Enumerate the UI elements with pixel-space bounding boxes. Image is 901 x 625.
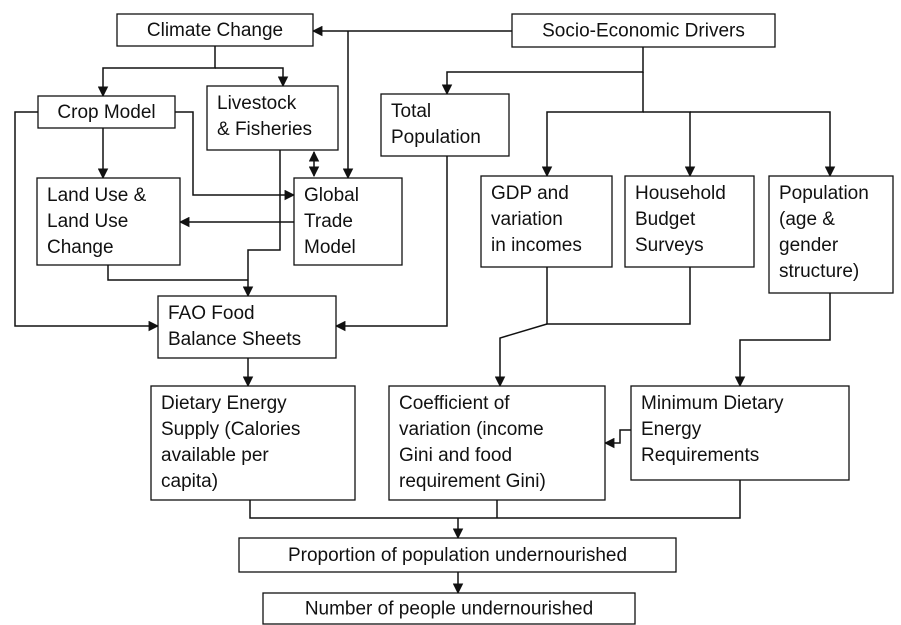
node-label: structure) — [779, 261, 859, 282]
connector — [14, 111, 160, 332]
node-box — [768, 175, 894, 294]
node-label: Model — [304, 237, 356, 258]
node-label: Supply (Calories — [161, 419, 300, 440]
node-label: Balance Sheets — [168, 329, 301, 350]
node-label: Gini and food — [399, 445, 512, 466]
node-label: Land Use & — [47, 185, 147, 206]
node: FAO Food Balance Sheets — [157, 295, 337, 359]
node-label: gender — [779, 235, 839, 256]
node: Dietary Energy Supply (Calories available … — [150, 385, 356, 501]
node-box — [630, 385, 850, 481]
connector — [175, 111, 296, 201]
node: Land Use & Land Use Change — [36, 177, 181, 266]
node: GDP and variation in incomes — [480, 175, 613, 268]
connector — [334, 156, 448, 332]
node-box — [293, 177, 403, 266]
connector — [734, 293, 831, 388]
node-box — [36, 177, 181, 266]
node: Coefficient of variation (income Gini and … — [388, 385, 606, 501]
connector — [107, 265, 248, 281]
node-label: Socio-Economic Drivers — [542, 21, 745, 42]
node-label: Requirements — [641, 445, 759, 466]
node-box — [624, 175, 755, 268]
connector — [97, 46, 216, 98]
node-label: Livestock — [217, 93, 297, 114]
node: Crop Model — [37, 95, 176, 129]
node-label: Global — [304, 185, 359, 206]
node-box — [157, 295, 337, 359]
node: Population (age & gender structure) — [768, 175, 894, 294]
node: Socio-Economic Drivers — [511, 13, 776, 48]
node-label: variation — [491, 209, 563, 230]
connector — [603, 429, 631, 449]
node-label: in incomes — [491, 235, 582, 256]
node-box — [480, 175, 613, 268]
node-label: Climate Change — [147, 20, 283, 41]
node-label: Population — [391, 127, 481, 148]
connector — [249, 480, 741, 519]
node-label: variation (income — [399, 419, 544, 440]
node-label: requirement Gini) — [399, 471, 546, 492]
node-box — [511, 13, 776, 48]
connector — [643, 111, 696, 178]
node-label: Energy — [641, 419, 702, 440]
node-label: Household — [635, 183, 726, 204]
connector — [441, 47, 644, 96]
node-label: available per — [161, 445, 269, 466]
node-box — [388, 385, 606, 501]
node: Proportion of population undernourished — [238, 537, 677, 573]
node-label: Total — [391, 101, 431, 122]
node-label: Land Use — [47, 211, 128, 232]
connectors — [14, 25, 836, 595]
node-label: Number of people undernourished — [305, 599, 593, 620]
node-label: Dietary Energy — [161, 393, 287, 414]
node-box — [262, 592, 636, 625]
node-box — [116, 13, 314, 47]
node-label: (age & — [779, 209, 835, 230]
node: Minimum Dietary Energy Requirements — [630, 385, 850, 481]
node-box — [37, 95, 176, 129]
connector — [494, 323, 548, 388]
node-label: Population — [779, 183, 869, 204]
connector — [242, 150, 281, 298]
node-box — [380, 93, 510, 157]
node-label: Change — [47, 237, 114, 258]
node-box — [206, 85, 339, 151]
node-label: Budget — [635, 209, 696, 230]
node-box — [150, 385, 356, 501]
node-label: Surveys — [635, 235, 704, 256]
node-label: & Fisheries — [217, 119, 312, 140]
node-box — [238, 537, 677, 573]
node: Household Budget Surveys — [624, 175, 755, 268]
connector — [690, 111, 836, 178]
node-label: Proportion of population undernourished — [288, 545, 627, 566]
node-label: GDP and — [491, 183, 569, 204]
node-label: Coefficient of — [399, 393, 510, 414]
node: Climate Change — [116, 13, 314, 47]
node: Total Population — [380, 93, 510, 157]
node-label: Crop Model — [57, 102, 155, 123]
node-label: capita) — [161, 471, 218, 492]
node-label: Minimum Dietary — [641, 393, 784, 414]
node: Global Trade Model — [293, 177, 403, 266]
node: Livestock & Fisheries — [206, 85, 339, 151]
node: Number of people undernourished — [262, 592, 636, 625]
connector — [546, 267, 691, 325]
connector — [541, 72, 644, 178]
node-label: FAO Food — [168, 303, 255, 324]
connector — [215, 67, 289, 88]
node-label: Trade — [304, 211, 353, 232]
